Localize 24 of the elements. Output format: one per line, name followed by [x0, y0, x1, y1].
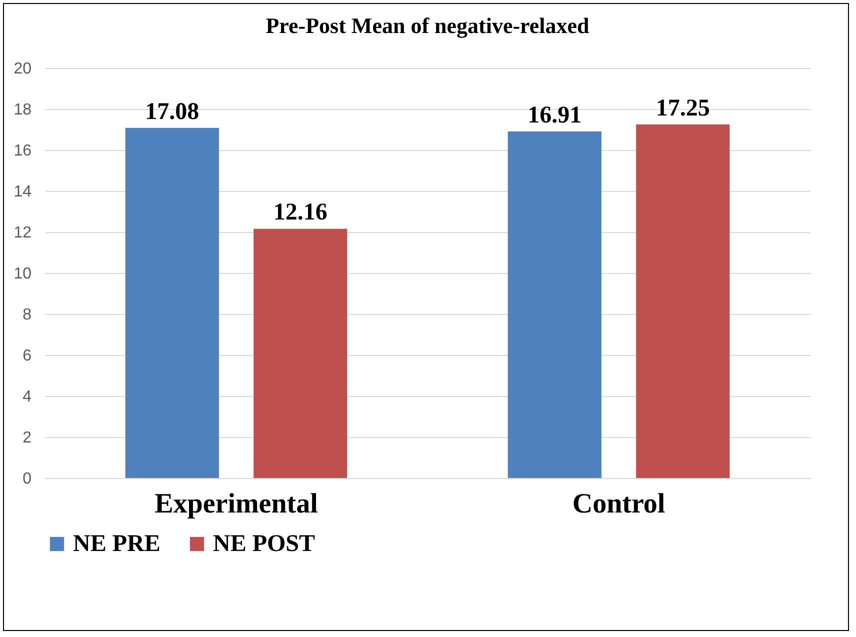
y-tick-label: 12 — [14, 224, 32, 242]
legend-label: NE PRE — [73, 531, 160, 557]
y-tick-label: 10 — [14, 266, 32, 282]
data-label: 16.91 — [528, 102, 582, 128]
x-tick-label: Control — [572, 488, 666, 520]
bar — [636, 124, 730, 478]
y-tick-label: 4 — [22, 388, 32, 406]
data-label: 17.08 — [145, 98, 200, 125]
y-tick-label: 8 — [22, 306, 32, 324]
bar — [125, 128, 219, 478]
y-tick-label: 16 — [14, 142, 32, 160]
data-label: 12.16 — [273, 200, 328, 226]
y-tick-label: 6 — [22, 348, 32, 364]
bar — [508, 131, 602, 478]
chart-title: Pre-Post Mean of negative-relaxed — [266, 13, 590, 38]
x-tick-label: Experimental — [154, 488, 318, 520]
legend-label: NE POST — [213, 531, 316, 557]
data-label: 17.25 — [656, 95, 710, 122]
y-tick-label: 18 — [14, 102, 32, 118]
y-tick-label: 2 — [22, 430, 32, 446]
bar — [254, 228, 348, 478]
y-tick-label: 0 — [22, 470, 32, 488]
y-tick-label: 20 — [14, 60, 32, 78]
y-tick-label: 14 — [14, 184, 32, 200]
